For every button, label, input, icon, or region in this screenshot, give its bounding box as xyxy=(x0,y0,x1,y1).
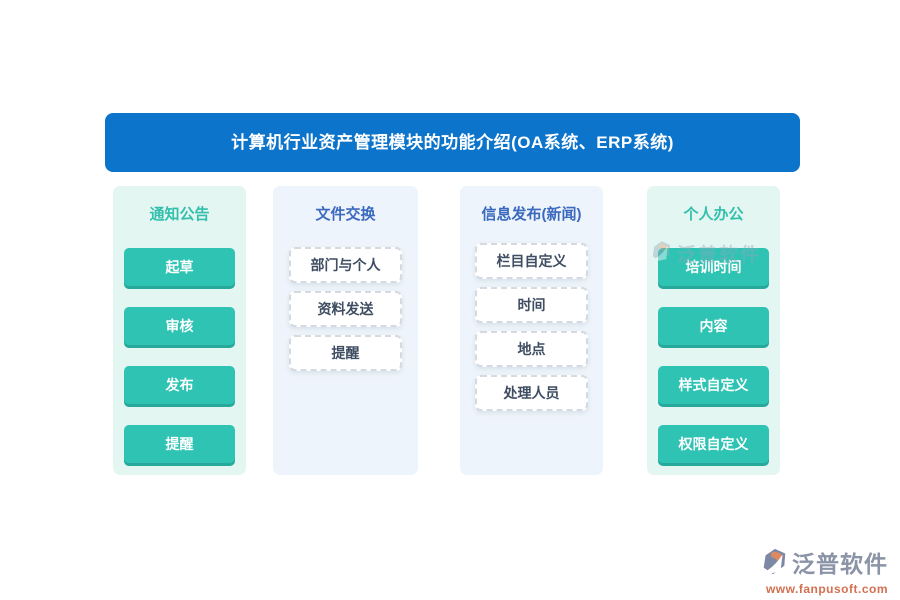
diagram-box-handlers: 处理人员 xyxy=(475,375,588,411)
diagram-box-remind: 提醒 xyxy=(289,335,402,371)
diagram-box-publish: 发布 xyxy=(124,366,235,404)
diagram-box-data-send: 资料发送 xyxy=(289,291,402,327)
panel-info-publish-news: 信息发布(新闻) 栏目自定义 时间 地点 处理人员 xyxy=(460,186,603,475)
panel-title: 文件交换 xyxy=(315,206,376,223)
panel-title: 个人办公 xyxy=(683,206,744,223)
diagram-box-draft: 起草 xyxy=(124,248,235,286)
panel-title: 信息发布(新闻) xyxy=(481,206,582,223)
banner-title: 计算机行业资产管理模块的功能介绍(OA系统、ERP系统) xyxy=(105,113,800,172)
diagram-box-column-custom: 栏目自定义 xyxy=(475,243,588,279)
diagram-box-content: 内容 xyxy=(658,307,769,345)
diagram-box-permission-custom: 权限自定义 xyxy=(658,425,769,463)
diagram-box-remind: 提醒 xyxy=(124,425,235,463)
brand-url: www.fanpusoft.com xyxy=(765,582,888,596)
diagram-box-training-time: 培训时间 xyxy=(658,248,769,286)
brand-name: 泛普软件 xyxy=(792,550,888,577)
panel-personal-office: 个人办公 培训时间 内容 样式自定义 权限自定义 xyxy=(647,186,780,475)
diagram-box-time: 时间 xyxy=(475,287,588,323)
panel-title: 通知公告 xyxy=(149,206,210,223)
panel-notice-announcement: 通知公告 起草 审核 发布 提醒 xyxy=(113,186,246,475)
diagram-box-dept-individual: 部门与个人 xyxy=(289,247,402,283)
fanpu-logo-icon xyxy=(759,546,789,581)
diagram-box-location: 地点 xyxy=(475,331,588,367)
diagram-box-style-custom: 样式自定义 xyxy=(658,366,769,404)
fanpu-brand: 泛普软件 www.fanpusoft.com xyxy=(746,546,888,596)
panel-file-exchange: 文件交换 部门与个人 资料发送 提醒 xyxy=(273,186,418,475)
diagram-box-review: 审核 xyxy=(124,307,235,345)
